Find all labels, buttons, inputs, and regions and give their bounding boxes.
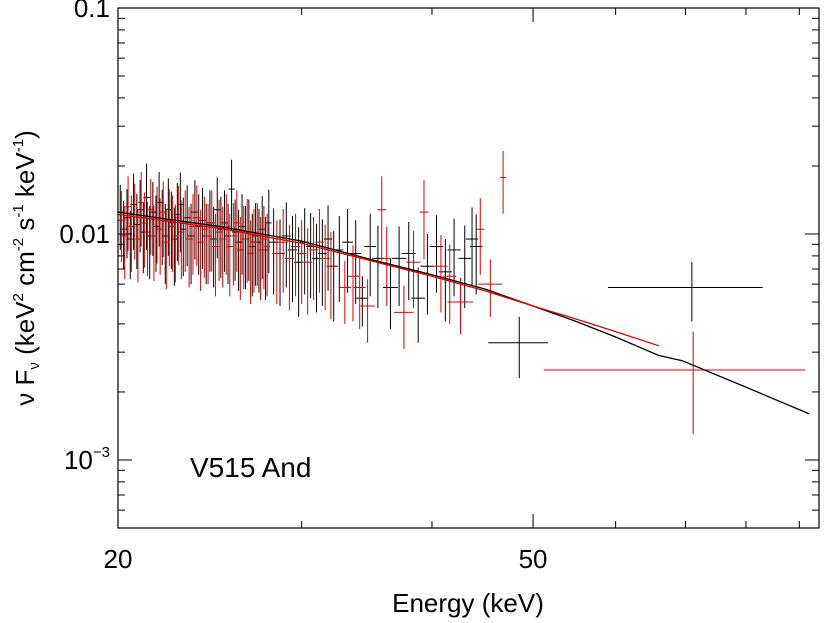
x-tick-label: 20 — [104, 544, 133, 574]
data-point — [165, 178, 172, 256]
data-point — [118, 190, 125, 263]
data-point — [478, 259, 503, 317]
data-point — [169, 195, 176, 272]
data-point — [204, 203, 212, 285]
data-point — [382, 258, 398, 329]
data-point — [121, 205, 129, 280]
data-point — [326, 232, 336, 320]
data-point — [278, 208, 288, 293]
data-point — [394, 285, 414, 349]
data-point — [447, 277, 474, 335]
data-point — [356, 276, 369, 327]
data-point — [443, 244, 457, 324]
data-point — [251, 208, 257, 293]
data-point — [141, 192, 148, 268]
data-point — [342, 208, 353, 293]
data-point — [228, 159, 235, 232]
data-point — [290, 213, 301, 297]
data-point — [144, 201, 151, 277]
data-point — [335, 216, 344, 303]
plot-frame — [117, 7, 820, 529]
model-line — [117, 213, 660, 347]
data-point — [175, 186, 182, 265]
data-point — [137, 172, 145, 247]
data-point — [261, 205, 267, 290]
data-point — [118, 184, 124, 250]
data-point — [350, 220, 362, 304]
data-point — [134, 208, 142, 283]
y-tick-label: 0.1 — [74, 0, 110, 23]
y-tick-label: 0.01 — [59, 219, 110, 249]
data-point — [297, 220, 307, 304]
data-point — [208, 190, 215, 272]
data-point — [338, 260, 351, 324]
data-point — [264, 213, 270, 297]
data-point — [488, 316, 549, 379]
data-point — [359, 279, 376, 343]
data-point — [185, 206, 193, 288]
data-point — [223, 194, 230, 275]
model-line — [117, 211, 810, 415]
y-axis-title: ν Fν (keV2 cm-2 s-1 keV-1) — [10, 130, 43, 406]
data-point — [215, 199, 223, 281]
data-point — [201, 196, 208, 278]
data-point — [157, 198, 164, 275]
data-point — [608, 262, 763, 322]
data-point — [364, 213, 376, 297]
x-tick-label: 50 — [519, 544, 548, 574]
model-layer — [117, 211, 810, 415]
data-point — [458, 225, 472, 309]
data-point — [189, 194, 197, 275]
data-point — [230, 203, 237, 286]
data-point — [272, 220, 282, 304]
data-point — [226, 213, 233, 297]
data-point — [476, 198, 485, 275]
tick-labels: 0.1 0.01 10−3 20 50 — [59, 0, 547, 574]
x-axis-title: Energy (keV) — [392, 588, 544, 618]
data-point — [346, 245, 360, 322]
data-point — [315, 208, 324, 293]
data-point — [320, 224, 330, 311]
data-point — [257, 216, 264, 301]
data-point — [419, 180, 429, 260]
data-point — [377, 176, 387, 261]
data-point — [500, 150, 506, 214]
data-point — [353, 258, 366, 329]
axis-ticks — [117, 7, 819, 529]
y-tick-label: 10−3 — [64, 444, 110, 475]
source-label: V515 And — [190, 452, 311, 483]
data-point — [160, 181, 167, 258]
data-point — [163, 210, 170, 290]
data-point — [178, 200, 185, 280]
data-point — [382, 226, 392, 307]
data-point — [219, 206, 226, 288]
data-point — [240, 205, 247, 290]
data-point — [543, 331, 806, 435]
data-point — [309, 216, 318, 301]
data-point — [434, 234, 448, 313]
data-layer — [118, 150, 806, 435]
